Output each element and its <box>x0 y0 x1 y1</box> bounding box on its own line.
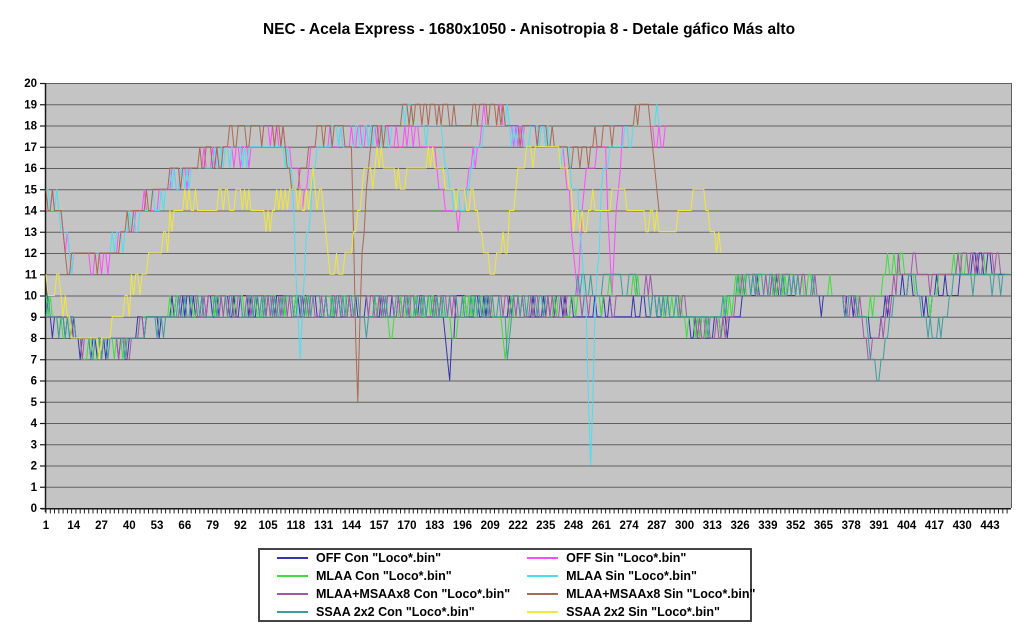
y-tick-label: 0 <box>31 503 37 515</box>
legend-item: MLAA Con "Loco*.bin" <box>260 568 510 585</box>
legend-color-line <box>277 575 308 577</box>
legend-label: SSAA 2x2 Sin "Loco*.bin" <box>566 605 720 619</box>
x-tick-label: 183 <box>425 520 444 532</box>
legend-item: MLAA+MSAAx8 Sin "Loco*.bin" <box>510 586 755 603</box>
x-tick-label: 209 <box>481 520 500 532</box>
legend-label: MLAA+MSAAx8 Con "Loco*.bin" <box>316 587 511 601</box>
series-line-8 <box>45 146 722 360</box>
x-tick-label: 170 <box>397 520 416 532</box>
legend-label: MLAA Sin "Loco*.bin" <box>566 569 697 583</box>
x-tick-label: 196 <box>453 520 472 532</box>
legend-label: MLAA+MSAAx8 Sin "Loco*.bin" <box>566 587 756 601</box>
x-tick-label: 326 <box>731 520 750 532</box>
x-tick-label: 352 <box>786 520 805 532</box>
y-tick-label: 2 <box>31 461 37 473</box>
y-tick-label: 1 <box>31 482 38 494</box>
x-tick-label: 443 <box>980 520 999 532</box>
x-tick-label: 27 <box>95 520 108 532</box>
x-tick-label: 430 <box>953 520 972 532</box>
series-lines <box>45 103 1010 466</box>
x-tick-label: 391 <box>869 520 889 532</box>
y-tick-label: 18 <box>24 121 37 133</box>
x-tick-label: 404 <box>897 520 917 532</box>
y-tick-label: 3 <box>31 439 37 451</box>
x-tick-label: 157 <box>370 520 389 532</box>
x-tick-label: 1 <box>43 520 50 532</box>
x-tick-label: 248 <box>564 520 584 532</box>
y-tick-label: 14 <box>24 206 37 218</box>
x-tick-label: 92 <box>234 520 247 532</box>
legend-color-line <box>527 593 559 595</box>
legend: OFF Con "Loco*.bin" OFF Sin "Loco*.bin" ML… <box>258 548 755 622</box>
legend-label: SSAA 2x2 Con "Loco*.bin" <box>316 605 475 619</box>
x-tick-label: 131 <box>314 520 334 532</box>
x-tick-label: 287 <box>647 520 666 532</box>
x-minor-ticks <box>45 509 1008 514</box>
legend-color-line <box>277 593 308 595</box>
y-tick-label: 17 <box>24 142 37 154</box>
x-tick-label: 79 <box>206 520 219 532</box>
x-tick-label: 378 <box>842 520 862 532</box>
x-tick-label: 235 <box>536 520 556 532</box>
y-tick-label: 6 <box>31 376 37 388</box>
x-tick-label: 53 <box>151 520 164 532</box>
y-tick-label: 20 <box>24 78 37 90</box>
y-tick-label: 16 <box>24 163 37 175</box>
legend-label: MLAA Con "Loco*.bin" <box>316 569 452 583</box>
y-tick-label: 19 <box>24 99 37 111</box>
x-tick-label: 222 <box>508 520 527 532</box>
legend-color-line <box>277 557 308 559</box>
legend-color-line <box>527 575 559 577</box>
y-tick-label: 10 <box>24 291 37 303</box>
legend-item: OFF Con "Loco*.bin" <box>260 550 510 567</box>
x-tick-label: 300 <box>675 520 694 532</box>
legend-item: SSAA 2x2 Con "Loco*.bin" <box>260 604 510 621</box>
x-tick-label: 274 <box>619 520 639 532</box>
x-tick-label: 105 <box>259 520 279 532</box>
legend-label: OFF Con "Loco*.bin" <box>316 551 442 565</box>
axes <box>41 83 1011 512</box>
y-tick-label: 9 <box>31 312 37 324</box>
series-line-7 <box>45 273 1010 381</box>
x-tick-label: 14 <box>67 520 80 532</box>
x-tick-label: 339 <box>758 520 777 532</box>
legend-label: OFF Sin "Loco*.bin" <box>566 551 687 565</box>
y-tick-label: 8 <box>31 333 38 345</box>
y-tick-label: 7 <box>31 354 37 366</box>
x-tick-label: 144 <box>342 520 362 532</box>
x-tick-label: 417 <box>925 520 944 532</box>
x-tick-label: 313 <box>703 520 722 532</box>
legend-color-line <box>527 557 559 559</box>
y-tick-label: 5 <box>31 397 38 409</box>
legend-item: MLAA Sin "Loco*.bin" <box>510 568 755 585</box>
chart-title: NEC - Acela Express - 1680x1050 - Anisot… <box>262 21 796 38</box>
y-tick-label: 15 <box>24 184 37 196</box>
y-tick-label: 4 <box>31 418 38 430</box>
x-tick-label: 261 <box>592 520 612 532</box>
legend-item: SSAA 2x2 Sin "Loco*.bin" <box>510 604 755 621</box>
legend-color-line <box>527 611 559 613</box>
y-tick-label: 12 <box>24 248 37 260</box>
x-axis-ticks: 1 14 27 40 53 66 79 92 105 118 131 144 157 170 183 196 2… <box>43 520 1000 532</box>
legend-item: OFF Sin "Loco*.bin" <box>510 550 755 567</box>
legend-color-line <box>277 611 308 613</box>
legend-item: MLAA+MSAAx8 Con "Loco*.bin" <box>260 586 510 603</box>
y-tick-label: 11 <box>25 269 38 281</box>
x-tick-label: 40 <box>123 520 136 532</box>
x-tick-label: 118 <box>287 520 306 532</box>
x-tick-label: 365 <box>814 520 834 532</box>
x-tick-label: 66 <box>178 520 191 532</box>
y-tick-label: 13 <box>24 227 37 239</box>
